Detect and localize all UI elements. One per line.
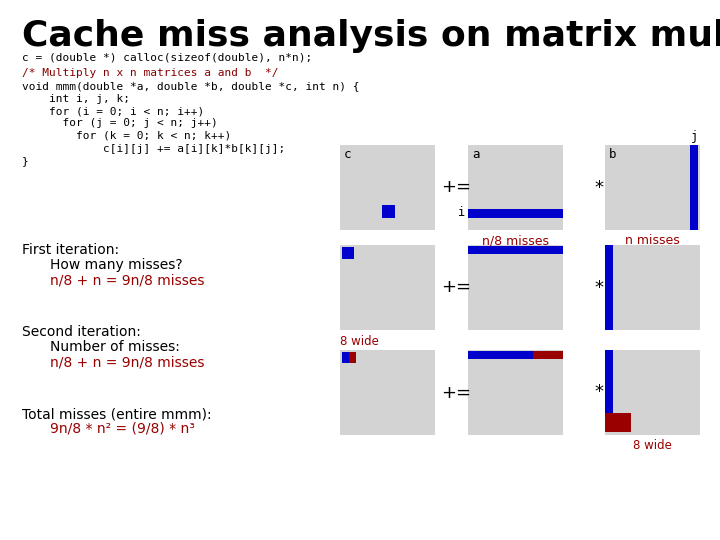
Text: a: a (472, 148, 480, 161)
Bar (533, 351, 563, 359)
Text: for (j = 0; j < n; j++): for (j = 0; j < n; j++) (22, 118, 217, 129)
Bar (342, 247, 354, 259)
Bar (468, 145, 563, 230)
Bar (605, 245, 700, 330)
Bar (340, 350, 435, 435)
Text: *: * (594, 383, 603, 402)
Text: /* Multiply n x n matrices a and b  */: /* Multiply n x n matrices a and b */ (22, 68, 279, 78)
Text: +=: += (441, 179, 471, 197)
Bar (690, 145, 698, 230)
Text: n/8 + n = 9n/8 misses: n/8 + n = 9n/8 misses (50, 355, 204, 369)
Text: +=: += (441, 279, 471, 296)
Text: *: * (594, 179, 603, 197)
Text: int i, j, k;: int i, j, k; (22, 93, 130, 104)
Bar (605, 413, 631, 432)
Bar (340, 245, 435, 330)
Text: How many misses?: How many misses? (50, 258, 183, 272)
Text: Second iteration:: Second iteration: (22, 325, 141, 339)
Bar (605, 245, 613, 330)
Bar (468, 245, 563, 330)
Text: First iteration:: First iteration: (22, 243, 119, 257)
Bar (468, 246, 563, 254)
Text: +=: += (441, 383, 471, 402)
Text: *: * (594, 279, 603, 296)
Bar (605, 350, 613, 413)
Text: n/8 misses: n/8 misses (482, 234, 549, 247)
Text: Total misses (entire mmm):: Total misses (entire mmm): (22, 407, 212, 421)
Text: j: j (690, 130, 698, 143)
Text: 8 wide: 8 wide (633, 439, 672, 452)
Text: i: i (458, 206, 465, 219)
Text: n/8 + n = 9n/8 misses: n/8 + n = 9n/8 misses (50, 273, 204, 287)
Text: c: c (344, 148, 351, 161)
Text: b: b (609, 148, 616, 161)
Text: Cache miss analysis on matrix mult.: Cache miss analysis on matrix mult. (22, 19, 720, 53)
Bar (349, 352, 356, 363)
Bar (468, 350, 563, 435)
Text: c = (double *) calloc(sizeof(double), n*n);: c = (double *) calloc(sizeof(double), n*… (22, 52, 312, 62)
Text: }: } (22, 156, 29, 166)
Bar (340, 145, 435, 230)
Bar (468, 209, 563, 218)
Bar (382, 205, 395, 218)
Text: void mmm(double *a, double *b, double *c, int n) {: void mmm(double *a, double *b, double *c… (22, 81, 359, 91)
Text: Number of misses:: Number of misses: (50, 340, 180, 354)
Text: for (k = 0; k < n; k++): for (k = 0; k < n; k++) (22, 131, 231, 141)
Text: n misses: n misses (625, 234, 680, 247)
Bar (468, 351, 533, 359)
Bar (342, 352, 349, 363)
Text: for (i = 0; i < n; i++): for (i = 0; i < n; i++) (22, 106, 204, 116)
Text: 9n/8 * n² = (9/8) * n³: 9n/8 * n² = (9/8) * n³ (50, 422, 195, 436)
Text: 8 wide: 8 wide (340, 335, 379, 348)
Bar (605, 350, 700, 435)
Text: c[i][j] += a[i][k]*b[k][j];: c[i][j] += a[i][k]*b[k][j]; (22, 144, 285, 153)
Bar (605, 145, 700, 230)
